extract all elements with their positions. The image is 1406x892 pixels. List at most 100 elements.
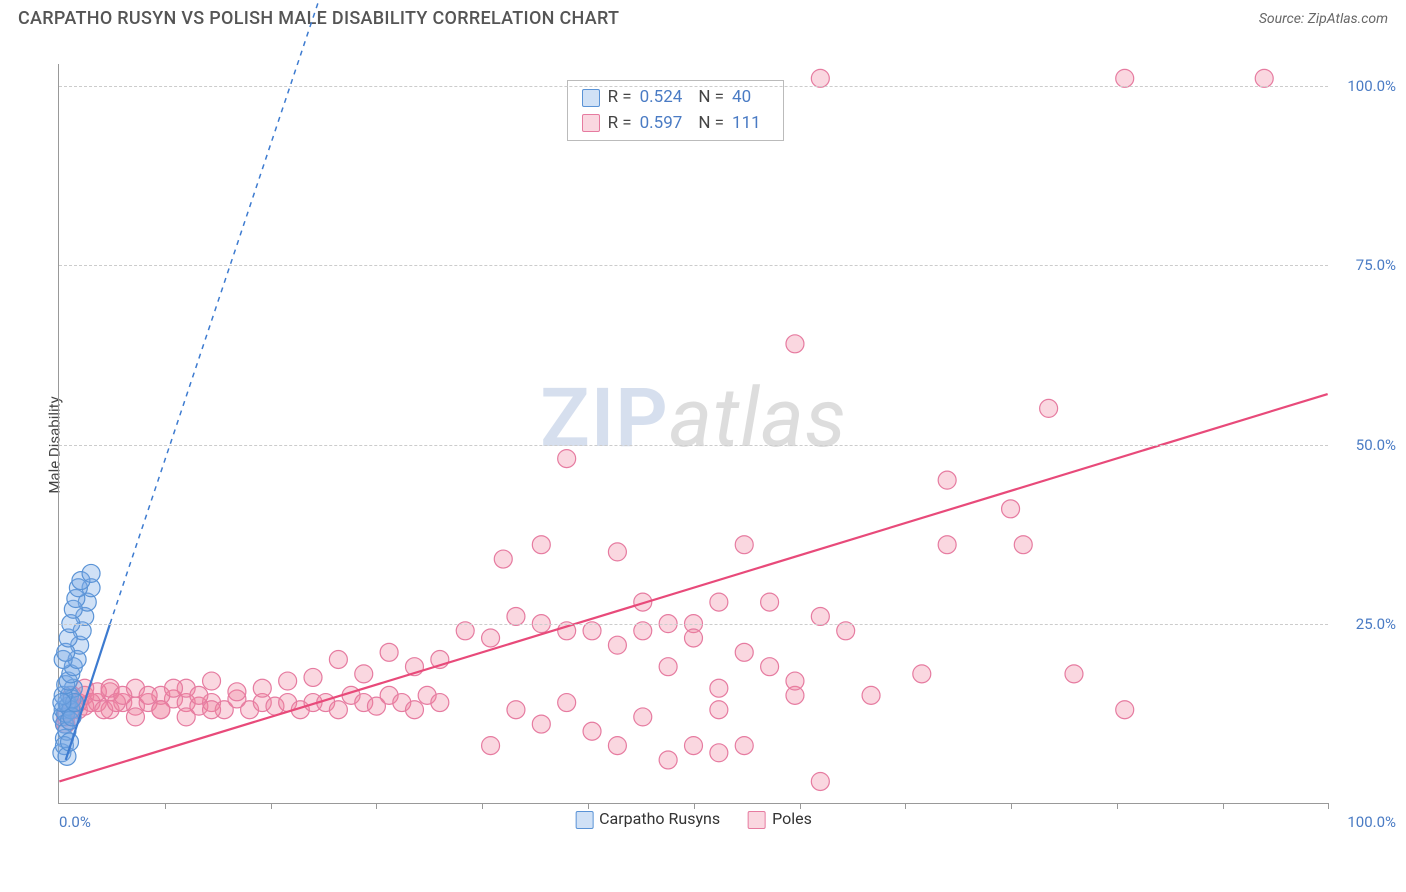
scatter-point-poles [114,686,132,704]
scatter-point-poles [279,672,297,690]
scatter-point-poles [190,686,208,704]
x-tick [482,803,483,809]
scatter-point-carpatho [82,564,100,582]
scatter-point-poles [634,708,652,726]
x-tick [588,803,589,809]
x-axis-max-label: 100.0% [1347,813,1396,831]
scatter-point-poles [786,672,804,690]
scatter-point-poles [253,679,271,697]
source-attribution: Source: ZipAtlas.com [1259,11,1388,27]
scatter-point-poles [735,737,753,755]
scatter-point-poles [203,701,221,719]
x-tick [165,803,166,809]
scatter-point-poles [761,658,779,676]
scatter-point-poles [735,536,753,554]
stat-R-label: R = [608,85,632,111]
scatter-point-poles [482,737,500,755]
scatter-point-poles [177,708,195,726]
legend-label: Poles [772,809,812,828]
legend-item: Carpatho Rusyns [575,809,720,829]
scatter-point-poles [685,737,703,755]
chart-title: CARPATHO RUSYN VS POLISH MALE DISABILITY… [18,8,619,29]
scatter-point-poles [380,643,398,661]
scatter-point-poles [608,636,626,654]
scatter-point-carpatho [53,694,71,712]
stat-N-label: N = [698,111,724,137]
scatter-point-poles [608,543,626,561]
scatter-point-poles [811,772,829,790]
stat-N-value: 40 [732,85,751,111]
scatter-point-poles [532,536,550,554]
scatter-point-poles [710,679,728,697]
x-tick [376,803,377,809]
scatter-point-poles [126,708,144,726]
scatter-point-poles [304,668,322,686]
legend-swatch-icon [582,89,600,107]
scatter-point-poles [786,335,804,353]
x-tick [1223,803,1224,809]
legend-item: Poles [748,809,812,829]
scatter-point-poles [811,607,829,625]
x-tick [1011,803,1012,809]
scatter-point-poles [659,751,677,769]
legend-swatch-icon [582,114,600,132]
scatter-point-poles [710,744,728,762]
x-tick [800,803,801,809]
scatter-point-poles [431,694,449,712]
x-axis-min-label: 0.0% [59,813,91,831]
scatter-point-poles [507,701,525,719]
scatter-point-poles [913,665,931,683]
y-tick-label: 50.0% [1356,436,1396,454]
scatter-point-poles [1014,536,1032,554]
scatter-point-poles [482,629,500,647]
scatter-point-poles [1040,399,1058,417]
gridline [59,445,1328,446]
scatter-point-poles [329,651,347,669]
scatter-point-poles [659,658,677,676]
regression-dash-carpatho [110,0,338,624]
gridline [59,86,1328,87]
chart-container: Male Disability ZIPatlas R = 0.524 N = 4… [48,50,1388,840]
scatter-point-poles [938,471,956,489]
scatter-point-poles [203,672,221,690]
stats-legend: R = 0.524 N = 40 R = 0.597 N = 111 [567,80,784,141]
scatter-point-poles [558,450,576,468]
scatter-point-poles [761,593,779,611]
scatter-point-poles [583,722,601,740]
legend-swatch-icon [748,811,766,829]
scatter-point-poles [735,643,753,661]
x-tick [271,803,272,809]
scatter-point-poles [165,679,183,697]
legend-swatch-icon [575,811,593,829]
regression-line-poles [59,394,1327,781]
scatter-point-poles [507,607,525,625]
scatter-point-poles [1116,701,1134,719]
scatter-point-poles [355,665,373,683]
scatter-point-poles [608,737,626,755]
y-tick-label: 75.0% [1356,256,1396,274]
bottom-legend: Carpatho Rusyns Poles [575,809,812,829]
scatter-point-poles [1002,500,1020,518]
stats-row: R = 0.597 N = 111 [582,111,769,137]
scatter-point-poles [532,715,550,733]
y-tick-label: 100.0% [1347,77,1396,95]
scatter-point-poles [558,694,576,712]
x-tick [905,803,906,809]
gridline [59,624,1328,625]
y-tick-label: 25.0% [1356,615,1396,633]
scatter-point-poles [938,536,956,554]
scatter-point-poles [710,701,728,719]
stat-R-label: R = [608,111,632,137]
scatter-point-poles [329,701,347,719]
x-tick [694,803,695,809]
scatter-svg [59,64,1328,803]
scatter-point-poles [139,686,157,704]
gridline [59,265,1328,266]
x-tick [1117,803,1118,809]
stats-row: R = 0.524 N = 40 [582,85,769,111]
stat-R-value: 0.597 [640,111,683,137]
plot-area: ZIPatlas R = 0.524 N = 40 R = 0.597 N = … [58,64,1328,804]
scatter-point-poles [685,629,703,647]
scatter-point-poles [862,686,880,704]
stat-R-value: 0.524 [640,85,683,111]
